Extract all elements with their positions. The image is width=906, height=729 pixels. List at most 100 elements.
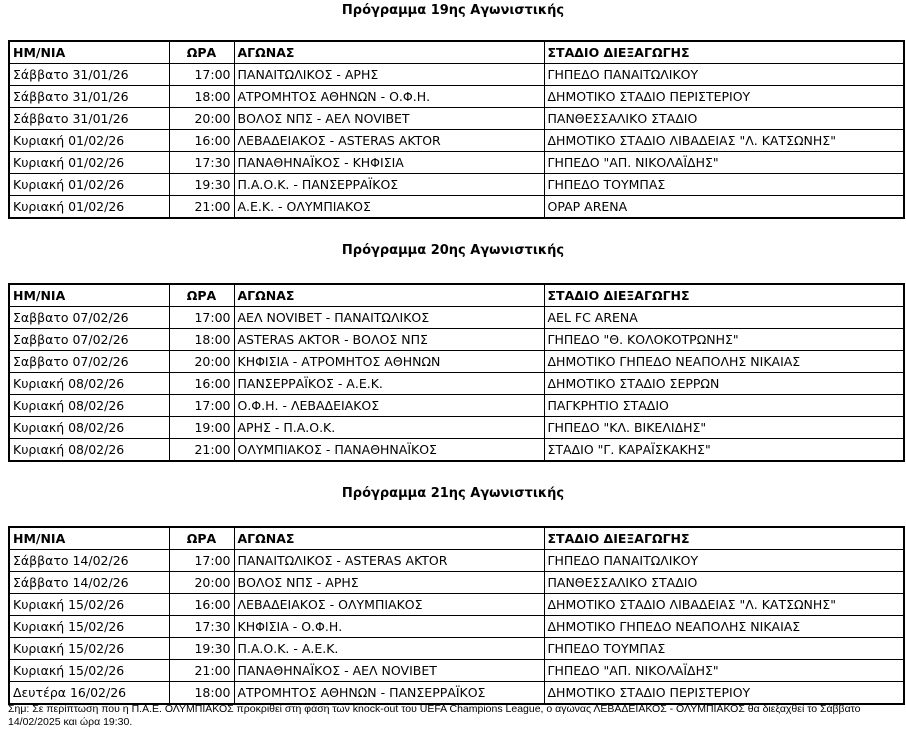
cell-date: Σάββατο 14/02/26 <box>8 571 170 594</box>
table-row: Σάββατο 31/01/26 17:00 ΠΑΝΑΙΤΩΛΙΚΟΣ - ΑΡΗΣ… <box>8 63 905 86</box>
cell-time: 20:00 <box>168 107 235 130</box>
cell-match: ΠΑΝΑΘΗΝΑΪΚΟΣ - ΚΗΦΙΣΙΑ <box>233 151 545 174</box>
table-row: Σαββατο 07/02/26 18:00 ASTERAS AKTOR - ΒΟΛ… <box>8 328 905 351</box>
cell-date: Κυριακή 15/02/26 <box>8 615 170 638</box>
cell-date: Κυριακή 01/02/26 <box>8 151 170 174</box>
column-header-stadium: ΣΤΑΔΙΟ ΔΙΕΞΑΓΩΓΗΣ <box>543 526 905 550</box>
column-header-date: ΗΜ/ΝΙΑ <box>8 283 170 307</box>
cell-match: ΑΤΡΟΜΗΤΟΣ ΑΘΗΝΩΝ - Ο.Φ.Η. <box>233 85 545 108</box>
cell-date: Κυριακή 01/02/26 <box>8 129 170 152</box>
cell-time: 19:30 <box>168 637 235 660</box>
cell-match: ΑΡΗΣ - Π.Α.Ο.Κ. <box>233 416 545 439</box>
table-row: Κυριακή 01/02/26 16:00 ΛΕΒΑΔΕΙΑΚΟΣ - ASTER… <box>8 129 905 152</box>
cell-match: ΠΑΝΑΘΗΝΑΪΚΟΣ - ΑΕΛ NOVIBET <box>233 659 545 682</box>
cell-date: Σάββατο 31/01/26 <box>8 107 170 130</box>
table-row: Κυριακή 01/02/26 21:00 Α.Ε.Κ. - ΟΛΥΜΠΙΑΚΟΣ… <box>8 195 905 219</box>
cell-date: Κυριακή 08/02/26 <box>8 394 170 417</box>
cell-stadium: ΔΗΜΟΤΙΚΟ ΣΤΑΔΙΟ ΠΕΡΙΣΤΕΡΙΟΥ <box>543 85 905 108</box>
cell-time: 16:00 <box>168 593 235 616</box>
cell-date: Δευτέρα 16/02/26 <box>8 681 170 705</box>
cell-date: Κυριακή 01/02/26 <box>8 173 170 196</box>
cell-time: 21:00 <box>168 659 235 682</box>
table-row: Δευτέρα 16/02/26 18:00 ΑΤΡΟΜΗΤΟΣ ΑΘΗΝΩΝ - … <box>8 681 905 705</box>
cell-match: ΑΤΡΟΜΗΤΟΣ ΑΘΗΝΩΝ - ΠΑΝΣΕΡΡΑΪΚΟΣ <box>233 681 545 705</box>
header-row: ΗΜ/ΝΙΑ ΩΡΑ ΑΓΩΝΑΣ ΣΤΑΔΙΟ ΔΙΕΞΑΓΩΓΗΣ <box>8 283 905 307</box>
cell-time: 18:00 <box>168 681 235 705</box>
cell-date: Κυριακή 15/02/26 <box>8 593 170 616</box>
cell-date: Κυριακή 15/02/26 <box>8 637 170 660</box>
cell-match: ΒΟΛΟΣ ΝΠΣ - ΑΕΛ NOVIBET <box>233 107 545 130</box>
cell-time: 17:00 <box>168 549 235 572</box>
cell-match: ΠΑΝΑΙΤΩΛΙΚΟΣ - ΑΡΗΣ <box>233 63 545 86</box>
table-row: Σάββατο 14/02/26 17:00 ΠΑΝΑΙΤΩΛΙΚΟΣ - ASTE… <box>8 549 905 572</box>
cell-stadium: ΠΑΝΘΕΣΣΑΛΙΚΟ ΣΤΑΔΙΟ <box>543 571 905 594</box>
cell-time: 20:00 <box>168 350 235 373</box>
table-row: Κυριακή 15/02/26 16:00 ΛΕΒΑΔΕΙΑΚΟΣ - ΟΛΥΜΠ… <box>8 593 905 616</box>
cell-date: Κυριακή 08/02/26 <box>8 372 170 395</box>
cell-match: ΠΑΝΣΕΡΡΑΪΚΟΣ - Α.Ε.Κ. <box>233 372 545 395</box>
cell-date: Σαββατο 07/02/26 <box>8 350 170 373</box>
cell-stadium: ΓΗΠΕΔΟ ΠΑΝΑΙΤΩΛΙΚΟΥ <box>543 63 905 86</box>
cell-stadium: ΠΑΝΘΕΣΣΑΛΙΚΟ ΣΤΑΔΙΟ <box>543 107 905 130</box>
cell-time: 17:00 <box>168 63 235 86</box>
cell-stadium: ΓΗΠΕΔΟ "Θ. ΚΟΛΟΚΟΤΡΩΝΗΣ" <box>543 328 905 351</box>
header-row: ΗΜ/ΝΙΑ ΩΡΑ ΑΓΩΝΑΣ ΣΤΑΔΙΟ ΔΙΕΞΑΓΩΓΗΣ <box>8 40 905 64</box>
table-row: Σαββατο 07/02/26 17:00 ΑΕΛ NOVIBET - ΠΑΝΑΙ… <box>8 306 905 329</box>
fixtures-table: ΗΜ/ΝΙΑ ΩΡΑ ΑΓΩΝΑΣ ΣΤΑΔΙΟ ΔΙΕΞΑΓΩΓΗΣ Σαββατο … <box>8 283 905 462</box>
cell-time: 17:00 <box>168 306 235 329</box>
fixtures-table: ΗΜ/ΝΙΑ ΩΡΑ ΑΓΩΝΑΣ ΣΤΑΔΙΟ ΔΙΕΞΑΓΩΓΗΣ Σάββατο … <box>8 40 905 219</box>
table-row: Σαββατο 07/02/26 20:00 ΚΗΦΙΣΙΑ - ΑΤΡΟΜΗΤΟΣ… <box>8 350 905 373</box>
cell-time: 18:00 <box>168 85 235 108</box>
cell-match: Π.Α.Ο.Κ. - Α.Ε.Κ. <box>233 637 545 660</box>
cell-date: Σαββατο 07/02/26 <box>8 328 170 351</box>
column-header-time: ΩΡΑ <box>168 526 235 550</box>
cell-match: ΛΕΒΑΔΕΙΑΚΟΣ - ASTERAS AKTOR <box>233 129 545 152</box>
column-header-date: ΗΜ/ΝΙΑ <box>8 40 170 64</box>
table-row: Κυριακή 15/02/26 17:30 ΚΗΦΙΣΙΑ - Ο.Φ.Η. ΔΗΜ… <box>8 615 905 638</box>
cell-stadium: ΔΗΜΟΤΙΚΟ ΓΗΠΕΔΟ ΝΕΑΠΟΛΗΣ ΝΙΚΑΙΑΣ <box>543 350 905 373</box>
cell-stadium: ΓΗΠΕΔΟ "ΑΠ. ΝΙΚΟΛΑΪΔΗΣ" <box>543 151 905 174</box>
cell-time: 17:30 <box>168 615 235 638</box>
column-header-match: ΑΓΩΝΑΣ <box>233 283 545 307</box>
round-title: Πρόγραμμα 20ης Αγωνιστικής <box>341 243 565 258</box>
cell-time: 20:00 <box>168 571 235 594</box>
table-row: Σάββατο 31/01/26 20:00 ΒΟΛΟΣ ΝΠΣ - ΑΕΛ NOV… <box>8 107 905 130</box>
cell-date: Σάββατο 14/02/26 <box>8 549 170 572</box>
cell-date: Κυριακή 01/02/26 <box>8 195 170 219</box>
table-row: Κυριακή 08/02/26 17:00 Ο.Φ.Η. - ΛΕΒΑΔΕΙΑΚΟ… <box>8 394 905 417</box>
column-header-match: ΑΓΩΝΑΣ <box>233 40 545 64</box>
cell-stadium: OPAP ARENA <box>543 195 905 219</box>
cell-time: 16:00 <box>168 372 235 395</box>
column-header-time: ΩΡΑ <box>168 283 235 307</box>
cell-time: 21:00 <box>168 438 235 462</box>
cell-time: 17:00 <box>168 394 235 417</box>
table-row: Σάββατο 14/02/26 20:00 ΒΟΛΟΣ ΝΠΣ - ΑΡΗΣ ΠΑΝ… <box>8 571 905 594</box>
cell-date: Σάββατο 31/01/26 <box>8 85 170 108</box>
table-row: Κυριακή 08/02/26 21:00 ΟΛΥΜΠΙΑΚΟΣ - ΠΑΝΑΘΗ… <box>8 438 905 462</box>
table-row: Κυριακή 01/02/26 17:30 ΠΑΝΑΘΗΝΑΪΚΟΣ - ΚΗΦΙ… <box>8 151 905 174</box>
cell-stadium: ΓΗΠΕΔΟ ΤΟΥΜΠΑΣ <box>543 637 905 660</box>
column-header-time: ΩΡΑ <box>168 40 235 64</box>
cell-time: 19:30 <box>168 173 235 196</box>
cell-match: ΟΛΥΜΠΙΑΚΟΣ - ΠΑΝΑΘΗΝΑΪΚΟΣ <box>233 438 545 462</box>
cell-stadium: ΓΗΠΕΔΟ ΠΑΝΑΙΤΩΛΙΚΟΥ <box>543 549 905 572</box>
cell-time: 18:00 <box>168 328 235 351</box>
cell-stadium: AEL FC ARENA <box>543 306 905 329</box>
cell-stadium: ΔΗΜΟΤΙΚΟ ΣΤΑΔΙΟ ΛΙΒΑΔΕΙΑΣ "Λ. ΚΑΤΣΩΝΗΣ" <box>543 129 905 152</box>
cell-stadium: ΓΗΠΕΔΟ "ΑΠ. ΝΙΚΟΛΑΪΔΗΣ" <box>543 659 905 682</box>
cell-stadium: ΓΗΠΕΔΟ "ΚΛ. ΒΙΚΕΛΙΔΗΣ" <box>543 416 905 439</box>
header-row: ΗΜ/ΝΙΑ ΩΡΑ ΑΓΩΝΑΣ ΣΤΑΔΙΟ ΔΙΕΞΑΓΩΓΗΣ <box>8 526 905 550</box>
cell-date: Σαββατο 07/02/26 <box>8 306 170 329</box>
column-header-match: ΑΓΩΝΑΣ <box>233 526 545 550</box>
round-title: Πρόγραμμα 21ης Αγωνιστικής <box>341 486 565 501</box>
cell-time: 17:30 <box>168 151 235 174</box>
cell-match: ΚΗΦΙΣΙΑ - ΑΤΡΟΜΗΤΟΣ ΑΘΗΝΩΝ <box>233 350 545 373</box>
cell-date: Σάββατο 31/01/26 <box>8 63 170 86</box>
column-header-stadium: ΣΤΑΔΙΟ ΔΙΕΞΑΓΩΓΗΣ <box>543 283 905 307</box>
cell-time: 16:00 <box>168 129 235 152</box>
cell-time: 19:00 <box>168 416 235 439</box>
cell-match: ΠΑΝΑΙΤΩΛΙΚΟΣ - ASTERAS AKTOR <box>233 549 545 572</box>
table-row: Κυριακή 08/02/26 19:00 ΑΡΗΣ - Π.Α.Ο.Κ. ΓΗΠΕ… <box>8 416 905 439</box>
fixtures-table: ΗΜ/ΝΙΑ ΩΡΑ ΑΓΩΝΑΣ ΣΤΑΔΙΟ ΔΙΕΞΑΓΩΓΗΣ Σάββατο … <box>8 526 905 705</box>
cell-match: ΚΗΦΙΣΙΑ - Ο.Φ.Η. <box>233 615 545 638</box>
